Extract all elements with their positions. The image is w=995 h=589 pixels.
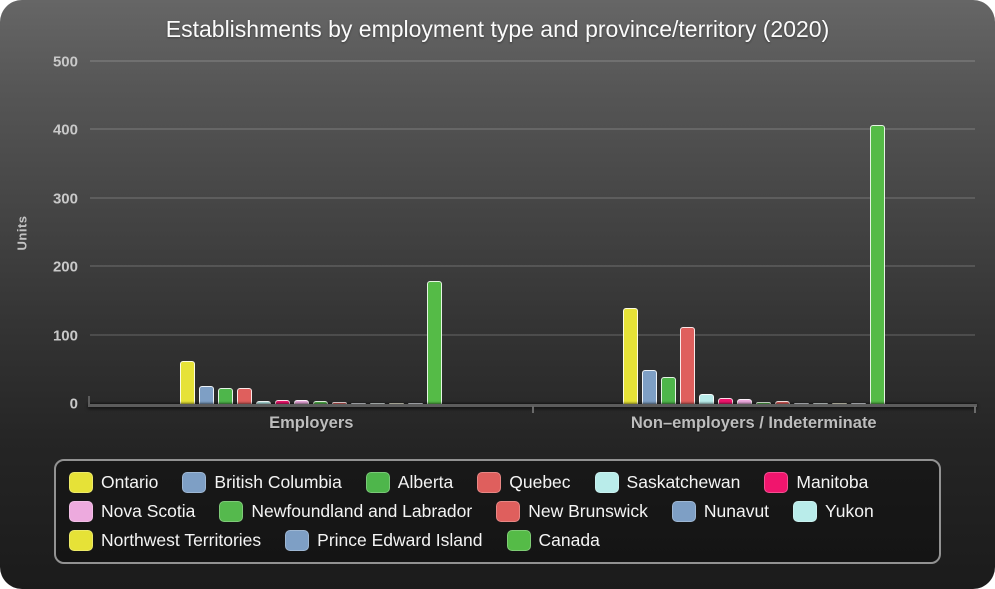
- y-tick-label-100: 100: [52, 327, 78, 345]
- bar-non-employers-indeterminate-saskatchewan[interactable]: [698, 393, 714, 404]
- bar-non-employers-indeterminate-prince-edward-island[interactable]: [850, 403, 866, 404]
- bar-non-employers-indeterminate-quebec[interactable]: [679, 327, 695, 404]
- bar-non-employers-indeterminate-nova-scotia[interactable]: [736, 398, 752, 404]
- legend-swatch-northwest-territories: [69, 530, 93, 551]
- legend-item-yukon[interactable]: Yukon: [793, 501, 874, 522]
- y-axis-title: Units: [14, 215, 30, 251]
- x-axis-mid-tick: [531, 406, 534, 413]
- legend-swatch-british-columbia: [182, 472, 207, 493]
- y-tick-label-200: 200: [52, 258, 78, 276]
- bar-non-employers-indeterminate-ontario[interactable]: [622, 308, 638, 404]
- bar-non-employers-indeterminate-yukon[interactable]: [812, 403, 828, 404]
- bar-employers-canada[interactable]: [427, 280, 443, 404]
- legend-item-manitoba[interactable]: Manitoba: [764, 472, 868, 493]
- gridline-400: [90, 128, 975, 131]
- legend-swatch-nunavut: [671, 501, 696, 522]
- bar-employers-quebec[interactable]: [237, 387, 253, 404]
- x-category-label-employers: Employers: [269, 414, 354, 432]
- legend-swatch-canada: [506, 530, 531, 551]
- legend-swatch-yukon: [793, 501, 818, 522]
- legend-label-prince-edward-island: Prince Edward Island: [317, 530, 483, 550]
- legend-label-newfoundland-and-labrador: Newfoundland and Labrador: [251, 501, 473, 521]
- bar-employers-saskatchewan[interactable]: [256, 400, 272, 404]
- bar-non-employers-indeterminate-northwest-territories[interactable]: [831, 403, 847, 404]
- gridline-300: [90, 196, 975, 199]
- bar-employers-newfoundland-and-labrador[interactable]: [313, 401, 329, 404]
- bar-non-employers-indeterminate-british-columbia[interactable]: [641, 369, 657, 404]
- x-category-labels: Employers Non–employers / Indeterminate: [90, 414, 975, 433]
- legend-label-northwest-territories: Northwest Territories: [101, 530, 262, 550]
- legend-swatch-quebec: [477, 472, 502, 493]
- legend-swatch-saskatchewan: [594, 472, 619, 493]
- legend-label-saskatchewan: Saskatchewan: [626, 472, 741, 492]
- legend-item-british-columbia[interactable]: British Columbia: [182, 472, 342, 493]
- legend-swatch-nova-scotia: [69, 501, 93, 522]
- legend-label-quebec: Quebec: [509, 472, 571, 492]
- legend-item-newfoundland-and-labrador[interactable]: Newfoundland and Labrador: [219, 501, 472, 522]
- y-axis-corner-tick: [88, 396, 90, 407]
- bar-employers-prince-edward-island[interactable]: [408, 403, 424, 404]
- y-tick-label-0: 0: [69, 395, 78, 413]
- x-axis-right-tick: [974, 406, 976, 413]
- legend-item-nunavut[interactable]: Nunavut: [671, 501, 770, 522]
- legend-label-british-columbia: British Columbia: [214, 472, 342, 492]
- gridline-500: [90, 60, 975, 62]
- legend-swatch-manitoba: [764, 472, 789, 493]
- gridline-100: [90, 333, 975, 336]
- bar-employers-northwest-territories[interactable]: [389, 403, 405, 404]
- bar-employers-ontario[interactable]: [180, 360, 196, 404]
- legend-item-quebec[interactable]: Quebec: [477, 472, 571, 493]
- legend-swatch-ontario: [69, 472, 93, 493]
- legend-label-nunavut: Nunavut: [703, 501, 770, 521]
- legend-item-nova-scotia[interactable]: Nova Scotia: [69, 501, 195, 522]
- bar-group-non-employers-indeterminate: [533, 62, 976, 404]
- chart-title: Establishments by employment type and pr…: [165, 16, 830, 42]
- y-tick-label-400: 400: [52, 121, 78, 139]
- bar-employers-nova-scotia[interactable]: [294, 399, 310, 404]
- legend-label-ontario: Ontario: [101, 472, 159, 492]
- legend-label-nova-scotia: Nova Scotia: [101, 501, 196, 521]
- legend-label-new-brunswick: New Brunswick: [528, 501, 648, 521]
- bar-group-employers: [90, 62, 533, 404]
- bar-non-employers-indeterminate-new-brunswick[interactable]: [774, 400, 790, 404]
- bars-layer: [90, 62, 975, 404]
- legend-label-canada: Canada: [538, 530, 600, 550]
- legend-label-alberta: Alberta: [397, 472, 454, 492]
- plot-area: 0 100 200 300 400 500 Employers Non–employers …: [53, 54, 977, 432]
- bar-non-employers-indeterminate-nunavut[interactable]: [793, 403, 809, 404]
- y-tick-label-500: 500: [52, 53, 78, 71]
- legend: Ontario British Columbia Alberta Quebec Sask…: [54, 459, 941, 564]
- legend-item-new-brunswick[interactable]: New Brunswick: [496, 501, 648, 522]
- legend-swatch-new-brunswick: [496, 501, 521, 522]
- y-tick-label-300: 300: [52, 190, 78, 208]
- bar-employers-yukon[interactable]: [370, 403, 386, 404]
- legend-item-alberta[interactable]: Alberta: [365, 472, 454, 493]
- legend-label-yukon: Yukon: [825, 501, 874, 521]
- legend-item-prince-edward-island[interactable]: Prince Edward Island: [285, 530, 483, 551]
- bar-non-employers-indeterminate-manitoba[interactable]: [717, 397, 733, 404]
- x-category-label-non-employers-indeterminate: Non–employers / Indeterminate: [630, 414, 877, 432]
- legend-swatch-newfoundland-and-labrador: [219, 501, 244, 522]
- legend-swatch-alberta: [365, 472, 390, 493]
- bar-employers-new-brunswick[interactable]: [332, 401, 348, 404]
- bar-employers-alberta[interactable]: [218, 387, 234, 404]
- x-axis-line: [88, 404, 977, 407]
- legend-item-northwest-territories[interactable]: Northwest Territories: [69, 530, 261, 551]
- bar-employers-manitoba[interactable]: [275, 399, 291, 404]
- bar-employers-nunavut[interactable]: [351, 403, 367, 404]
- legend-item-ontario[interactable]: Ontario: [69, 472, 158, 493]
- bar-non-employers-indeterminate-newfoundland-and-labrador[interactable]: [755, 401, 771, 404]
- bar-non-employers-indeterminate-canada[interactable]: [869, 124, 885, 404]
- gridline-200: [90, 265, 975, 268]
- legend-swatch-prince-edward-island: [285, 530, 310, 551]
- legend-item-canada[interactable]: Canada: [506, 530, 600, 551]
- legend-item-saskatchewan[interactable]: Saskatchewan: [594, 472, 741, 493]
- legend-label-manitoba: Manitoba: [796, 472, 869, 492]
- bar-employers-british-columbia[interactable]: [199, 385, 215, 404]
- bar-non-employers-indeterminate-alberta[interactable]: [660, 377, 676, 404]
